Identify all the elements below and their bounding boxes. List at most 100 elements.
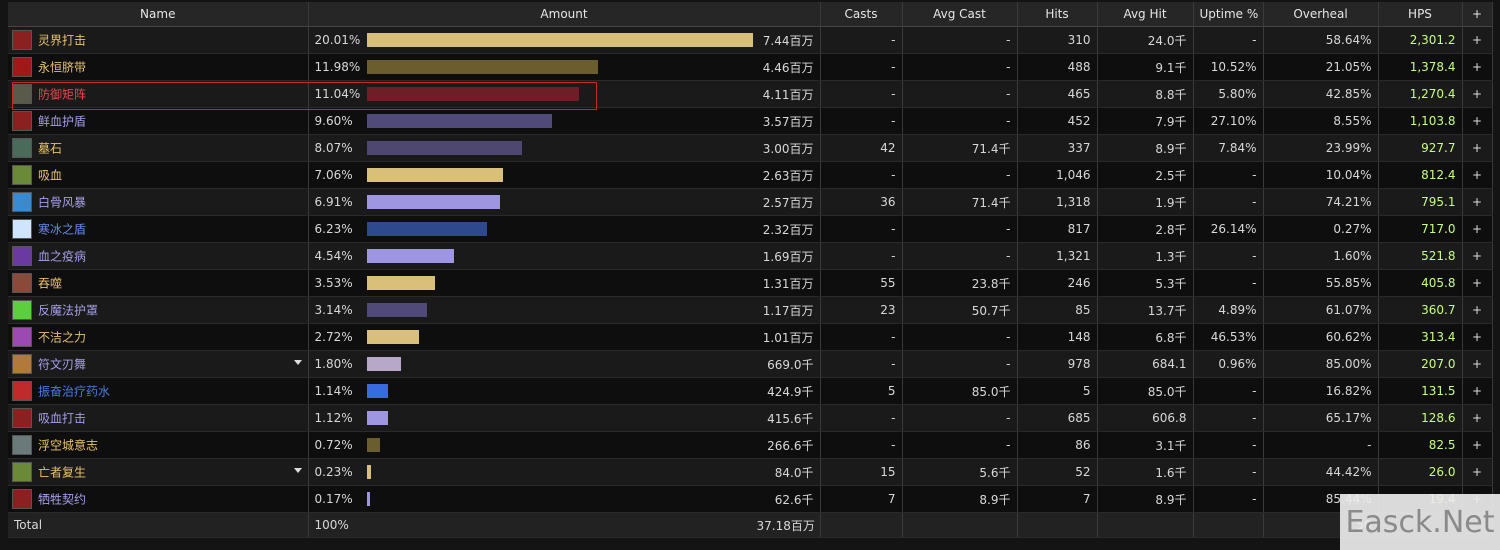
- ability-name[interactable]: 浮空城意志: [38, 438, 99, 453]
- ability-name-cell[interactable]: 符文刃舞: [8, 350, 309, 378]
- ability-name-cell[interactable]: 吸血: [8, 161, 309, 189]
- add-button[interactable]: +: [1462, 107, 1493, 135]
- casts-value: 36: [820, 188, 903, 216]
- expand-dropdown-icon[interactable]: [293, 360, 302, 365]
- ability-name-cell[interactable]: 振奋治疗药水: [8, 377, 309, 405]
- uptime-value: 27.10%: [1193, 107, 1264, 135]
- table-row[interactable]: 吸血 7.06% 2.63百万 - -1,046 2.5千 -10.04% 812.4 +: [8, 161, 1493, 189]
- add-button[interactable]: +: [1462, 431, 1493, 459]
- ability-name-cell[interactable]: 吞噬: [8, 269, 309, 297]
- column-header-avg-cast[interactable]: Avg Cast: [902, 2, 1018, 27]
- amount-bar: [366, 87, 580, 101]
- amount-cell: 4.54% 1.69百万: [308, 242, 821, 270]
- ability-name-cell[interactable]: 灵界打击: [8, 26, 309, 54]
- overheal-value: 1.60%: [1263, 242, 1379, 270]
- ability-name-cell[interactable]: 不洁之力: [8, 323, 309, 351]
- avg-cast-value: 5.6千: [902, 458, 1018, 486]
- ability-name[interactable]: 防御矩阵: [38, 87, 87, 102]
- uptime-value: -: [1193, 431, 1264, 459]
- add-button[interactable]: +: [1462, 134, 1493, 162]
- ability-name-cell[interactable]: 血之疫病: [8, 242, 309, 270]
- floating-city-will-icon: [12, 435, 32, 455]
- add-button[interactable]: +: [1462, 377, 1493, 405]
- table-row[interactable]: 灵界打击 20.01% 7.44百万 - -310 24.0千 -58.64% 2,301.2…: [8, 26, 1493, 54]
- ability-name-cell[interactable]: 墓石: [8, 134, 309, 162]
- ability-name[interactable]: 灵界打击: [38, 33, 87, 48]
- ability-name[interactable]: 反魔法护罩: [38, 303, 99, 318]
- add-button[interactable]: +: [1462, 188, 1493, 216]
- column-header-hits[interactable]: Hits: [1017, 2, 1098, 27]
- amount-bar: [366, 357, 402, 371]
- table-row[interactable]: 不洁之力 2.72% 1.01百万 - -148 6.8千 46.53% 60.62% 313.…: [8, 323, 1493, 351]
- column-header-name[interactable]: Name: [8, 2, 309, 27]
- add-button[interactable]: +: [1462, 80, 1493, 108]
- ability-name-cell[interactable]: 白骨风暴: [8, 188, 309, 216]
- amount-value: 266.6千: [767, 438, 814, 453]
- ability-name-cell[interactable]: 吸血打击: [8, 404, 309, 432]
- table-row[interactable]: 反魔法护罩 3.14% 1.17百万 23 50.7千 85 13.7千 4.89% 61.07…: [8, 296, 1493, 324]
- column-header-avg-hit[interactable]: Avg Hit: [1097, 2, 1194, 27]
- ability-name[interactable]: 吸血: [38, 168, 63, 183]
- ability-name-cell[interactable]: 亡者复生: [8, 458, 309, 486]
- column-header-uptime[interactable]: Uptime %: [1193, 2, 1264, 27]
- ability-name[interactable]: 吸血打击: [38, 411, 87, 426]
- table-row[interactable]: 永恒脐带 11.98% 4.46百万 - -488 9.1千 10.52% 21.05% 1,3…: [8, 53, 1493, 81]
- add-button[interactable]: +: [1462, 242, 1493, 270]
- table-row[interactable]: 吸血打击 1.12% 415.6千 - -685 606.8-65.17% 128.6 +: [8, 404, 1493, 432]
- table-row[interactable]: 寒冰之盾 6.23% 2.32百万 - -817 2.8千 26.14% 0.27% 717.0…: [8, 215, 1493, 243]
- add-button[interactable]: +: [1462, 404, 1493, 432]
- table-row[interactable]: 浮空城意志 0.72% 266.6千 - -86 3.1千 - -82.5 +: [8, 431, 1493, 459]
- add-button[interactable]: +: [1462, 26, 1493, 54]
- ability-name-cell[interactable]: 反魔法护罩: [8, 296, 309, 324]
- table-row[interactable]: 振奋治疗药水 1.14% 424.9千 5 85.0千 5 85.0千 -16.82% 131.…: [8, 377, 1493, 405]
- table-row[interactable]: 墓石 8.07% 3.00百万 42 71.4千 337 8.9千 7.84% 23.99% 92…: [8, 134, 1493, 162]
- expand-dropdown-icon[interactable]: [293, 468, 302, 473]
- ability-name-cell[interactable]: 牺牲契约: [8, 485, 309, 513]
- ability-name-cell[interactable]: 防御矩阵: [8, 80, 309, 108]
- add-button[interactable]: +: [1462, 350, 1493, 378]
- table-row[interactable]: 亡者复生 0.23% 84.0千 15 5.6千 52 1.6千 -44.42% 26.0 +: [8, 458, 1493, 486]
- table-row[interactable]: 白骨风暴 6.91% 2.57百万 36 71.4千 1,318 1.9千 -74.21% 79…: [8, 188, 1493, 216]
- ability-name[interactable]: 鲜血护盾: [38, 114, 87, 129]
- ability-name-cell[interactable]: 鲜血护盾: [8, 107, 309, 135]
- ability-name[interactable]: 吞噬: [38, 276, 63, 291]
- amount-percent: 11.04%: [314, 87, 361, 101]
- column-header-hps[interactable]: HPS: [1378, 2, 1463, 27]
- ability-name[interactable]: 血之疫病: [38, 249, 87, 264]
- ability-name[interactable]: 亡者复生: [38, 465, 87, 480]
- column-header-amount[interactable]: Amount: [308, 2, 821, 27]
- ability-name[interactable]: 永恒脐带: [38, 60, 87, 75]
- uptime-value: 10.52%: [1193, 53, 1264, 81]
- table-row[interactable]: 防御矩阵 11.04% 4.11百万 - -465 8.8千 5.80% 42.85% 1,27…: [8, 80, 1493, 108]
- table-row[interactable]: 符文刃舞 1.80% 669.0千 - -978 684.1 0.96% 85.00% 207.…: [8, 350, 1493, 378]
- ability-name[interactable]: 牺牲契约: [38, 492, 87, 507]
- ability-name[interactable]: 墓石: [38, 141, 63, 156]
- ability-name-cell[interactable]: 浮空城意志: [8, 431, 309, 459]
- ability-name[interactable]: 白骨风暴: [38, 195, 87, 210]
- table-row[interactable]: 鲜血护盾 9.60% 3.57百万 - -452 7.9千 27.10% 8.55% 1,103…: [8, 107, 1493, 135]
- add-button[interactable]: +: [1462, 296, 1493, 324]
- amount-cell: 0.23% 84.0千: [308, 458, 821, 486]
- add-button[interactable]: +: [1462, 161, 1493, 189]
- add-button[interactable]: +: [1462, 323, 1493, 351]
- ability-name[interactable]: 振奋治疗药水: [38, 384, 111, 399]
- add-button[interactable]: +: [1462, 458, 1493, 486]
- column-header-add[interactable]: +: [1462, 2, 1493, 27]
- total-amount-cell: 100% 37.18百万: [308, 512, 821, 538]
- ability-name[interactable]: 符文刃舞: [38, 357, 87, 372]
- column-header-casts[interactable]: Casts: [820, 2, 903, 27]
- add-button[interactable]: +: [1462, 53, 1493, 81]
- ability-name-cell[interactable]: 永恒脐带: [8, 53, 309, 81]
- ability-name[interactable]: 不洁之力: [38, 330, 87, 345]
- column-header-overheal[interactable]: Overheal: [1263, 2, 1379, 27]
- casts-value: -: [820, 80, 903, 108]
- table-row[interactable]: 血之疫病 4.54% 1.69百万 - -1,321 1.3千 -1.60% 521.8 +: [8, 242, 1493, 270]
- add-button[interactable]: +: [1462, 269, 1493, 297]
- ability-name-cell[interactable]: 寒冰之盾: [8, 215, 309, 243]
- amount-bar: [366, 168, 503, 182]
- ability-name[interactable]: 寒冰之盾: [38, 222, 87, 237]
- overheal-value: 61.07%: [1263, 296, 1379, 324]
- table-row[interactable]: 吞噬 3.53% 1.31百万 55 23.8千 246 5.3千 -55.85% 405.8 +: [8, 269, 1493, 297]
- add-button[interactable]: +: [1462, 215, 1493, 243]
